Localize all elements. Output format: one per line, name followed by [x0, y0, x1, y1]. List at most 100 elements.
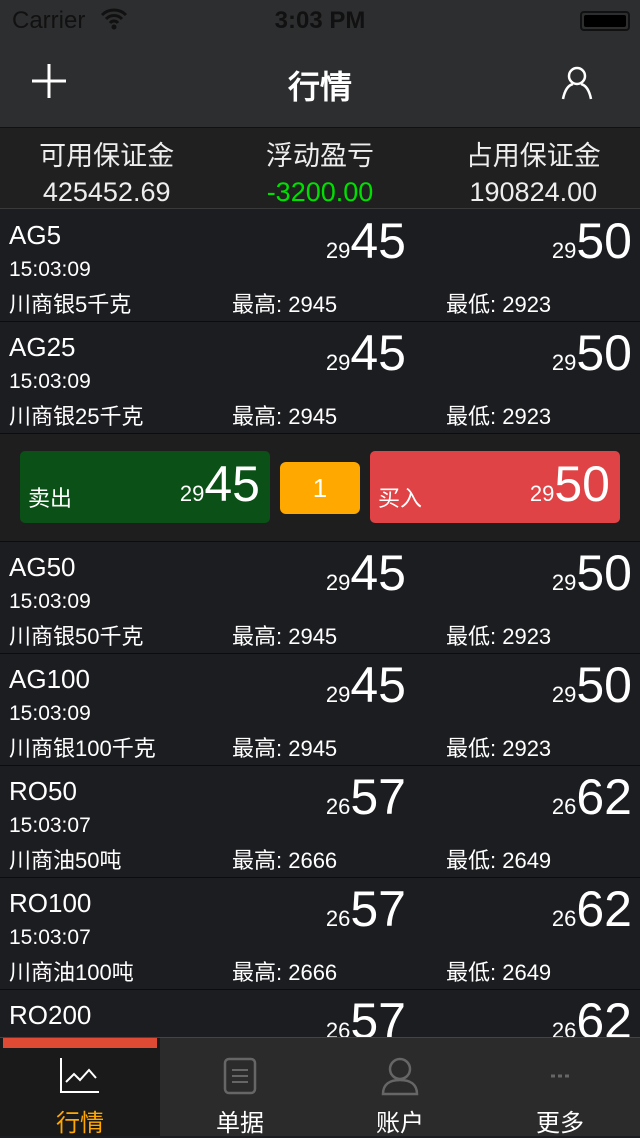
- bid-price: 2945: [326, 324, 406, 382]
- summary-item: 浮动盈亏 -3200.00: [213, 128, 426, 208]
- price-main: 50: [576, 325, 632, 381]
- symbol: AG50: [9, 552, 76, 582]
- product-name: 川商油50吨: [9, 848, 122, 873]
- low-price: 最低: 2923: [446, 292, 552, 317]
- product-name: 川商银5千克: [9, 292, 132, 317]
- status-bar: Carrier 3:03 PM: [0, 0, 640, 40]
- high-price: 最高: 2945: [232, 736, 338, 761]
- summary-value: 190824.00: [469, 177, 598, 207]
- quote-time: 15:03:07: [9, 926, 91, 949]
- quote-time: 15:03:09: [9, 258, 91, 281]
- price-main: 45: [350, 545, 406, 601]
- summary-label: 浮动盈亏: [265, 141, 374, 171]
- price-main: 57: [350, 881, 406, 937]
- quote-row[interactable]: AG5 15:03:09 川商银5千克 最高: 2945 最低: 2923 29…: [0, 210, 640, 322]
- document-icon: [222, 1057, 258, 1102]
- product-name: 川商油100吨: [9, 960, 134, 985]
- high-price: 最高: 2945: [232, 624, 338, 649]
- price-prefix: 26: [325, 794, 351, 819]
- symbol: RO100: [9, 888, 92, 918]
- symbol: AG100: [9, 664, 90, 694]
- price-prefix: 29: [325, 570, 351, 595]
- quote-time: 15:03:09: [9, 702, 91, 725]
- price-prefix: 26: [551, 794, 577, 819]
- summary-value: -3200.00: [266, 177, 374, 207]
- wifi-icon: [100, 8, 128, 30]
- tab-label: 行情: [56, 1110, 104, 1137]
- symbol: AG5: [9, 220, 62, 250]
- buy-button[interactable]: 买入 2950: [370, 451, 620, 523]
- tab-document[interactable]: 单据: [160, 1038, 320, 1137]
- quote-time: 15:03:09: [9, 590, 91, 613]
- quote-list: AG5 15:03:09 川商银5千克 最高: 2945 最低: 2923 29…: [0, 210, 640, 1102]
- price-prefix: 29: [325, 238, 351, 263]
- tab-label: 单据: [216, 1110, 264, 1137]
- quote-row[interactable]: AG25 15:03:09 川商银25千克 最高: 2945 最低: 2923 …: [0, 322, 640, 434]
- price-main: 45: [350, 325, 406, 381]
- quote-row[interactable]: AG100 15:03:09 川商银100千克 最高: 2945 最低: 292…: [0, 654, 640, 766]
- bid-price: 2657: [326, 880, 406, 938]
- price-main: 45: [350, 657, 406, 713]
- plus-icon[interactable]: [30, 62, 68, 100]
- symbol: RO50: [9, 776, 77, 806]
- ask-price: 2950: [552, 324, 632, 382]
- quote-row[interactable]: AG50 15:03:09 川商银50千克 最高: 2945 最低: 2923 …: [0, 542, 640, 654]
- high-price: 最高: 2945: [232, 404, 338, 429]
- summary-item: 可用保证金 425452.69: [0, 128, 213, 208]
- battery-icon: [580, 11, 630, 31]
- user-icon: [380, 1057, 420, 1102]
- sell-price: 2945: [180, 455, 260, 513]
- price-prefix: 29: [325, 682, 351, 707]
- price-main: 50: [576, 545, 632, 601]
- symbol: AG25: [9, 332, 76, 362]
- symbol: RO200: [9, 1000, 92, 1030]
- price-prefix: 29: [325, 350, 351, 375]
- price-main: 50: [554, 456, 610, 512]
- user-icon[interactable]: [560, 66, 594, 100]
- price-prefix: 29: [551, 350, 577, 375]
- price-main: 50: [576, 657, 632, 713]
- summary-item: 占用保证金 190824.00: [427, 128, 640, 208]
- tab-more[interactable]: 更多: [480, 1038, 640, 1137]
- ask-price: 2662: [552, 880, 632, 938]
- price-main: 45: [350, 213, 406, 269]
- low-price: 最低: 2649: [446, 960, 552, 985]
- quote-time: 15:03:07: [9, 814, 91, 837]
- tab-label: 账户: [376, 1110, 424, 1137]
- active-indicator: [3, 1038, 157, 1048]
- account-summary: 可用保证金 425452.69 浮动盈亏 -3200.00 占用保证金 190824.00: [0, 128, 640, 209]
- tab-user[interactable]: 账户: [320, 1038, 480, 1137]
- price-main: 62: [576, 769, 632, 825]
- sell-button[interactable]: 卖出 2945: [20, 451, 270, 523]
- bid-price: 2945: [326, 212, 406, 270]
- price-prefix: 29: [529, 481, 555, 506]
- tab-chart[interactable]: 行情: [0, 1038, 160, 1137]
- low-price: 最低: 2923: [446, 404, 552, 429]
- bid-price: 2657: [326, 768, 406, 826]
- bid-price: 2945: [326, 656, 406, 714]
- summary-label: 可用保证金: [39, 141, 175, 171]
- price-prefix: 26: [325, 906, 351, 931]
- price-prefix: 29: [551, 570, 577, 595]
- trade-panel: 卖出 2945 1 买入 2950: [0, 434, 640, 542]
- quote-time: 15:03:09: [9, 370, 91, 393]
- price-prefix: 26: [551, 906, 577, 931]
- ask-price: 2950: [552, 656, 632, 714]
- summary-label: 占用保证金: [465, 141, 601, 171]
- price-main: 62: [576, 881, 632, 937]
- tab-bar: 行情 单据 账户 更多: [0, 1037, 640, 1137]
- bid-price: 2945: [326, 544, 406, 602]
- price-prefix: 29: [551, 238, 577, 263]
- quote-row[interactable]: RO50 15:03:07 川商油50吨 最高: 2666 最低: 2649 2…: [0, 766, 640, 878]
- high-price: 最高: 2666: [232, 848, 338, 873]
- buy-price: 2950: [530, 455, 610, 513]
- product-name: 川商银25千克: [9, 404, 144, 429]
- clock: 3:03 PM: [274, 7, 366, 34]
- price-main: 57: [350, 769, 406, 825]
- quantity-button[interactable]: 1: [280, 462, 360, 514]
- ask-price: 2950: [552, 544, 632, 602]
- ask-price: 2662: [552, 768, 632, 826]
- quote-row[interactable]: RO100 15:03:07 川商油100吨 最高: 2666 最低: 2649…: [0, 878, 640, 990]
- ask-price: 2950: [552, 212, 632, 270]
- carrier: Carrier: [12, 7, 86, 34]
